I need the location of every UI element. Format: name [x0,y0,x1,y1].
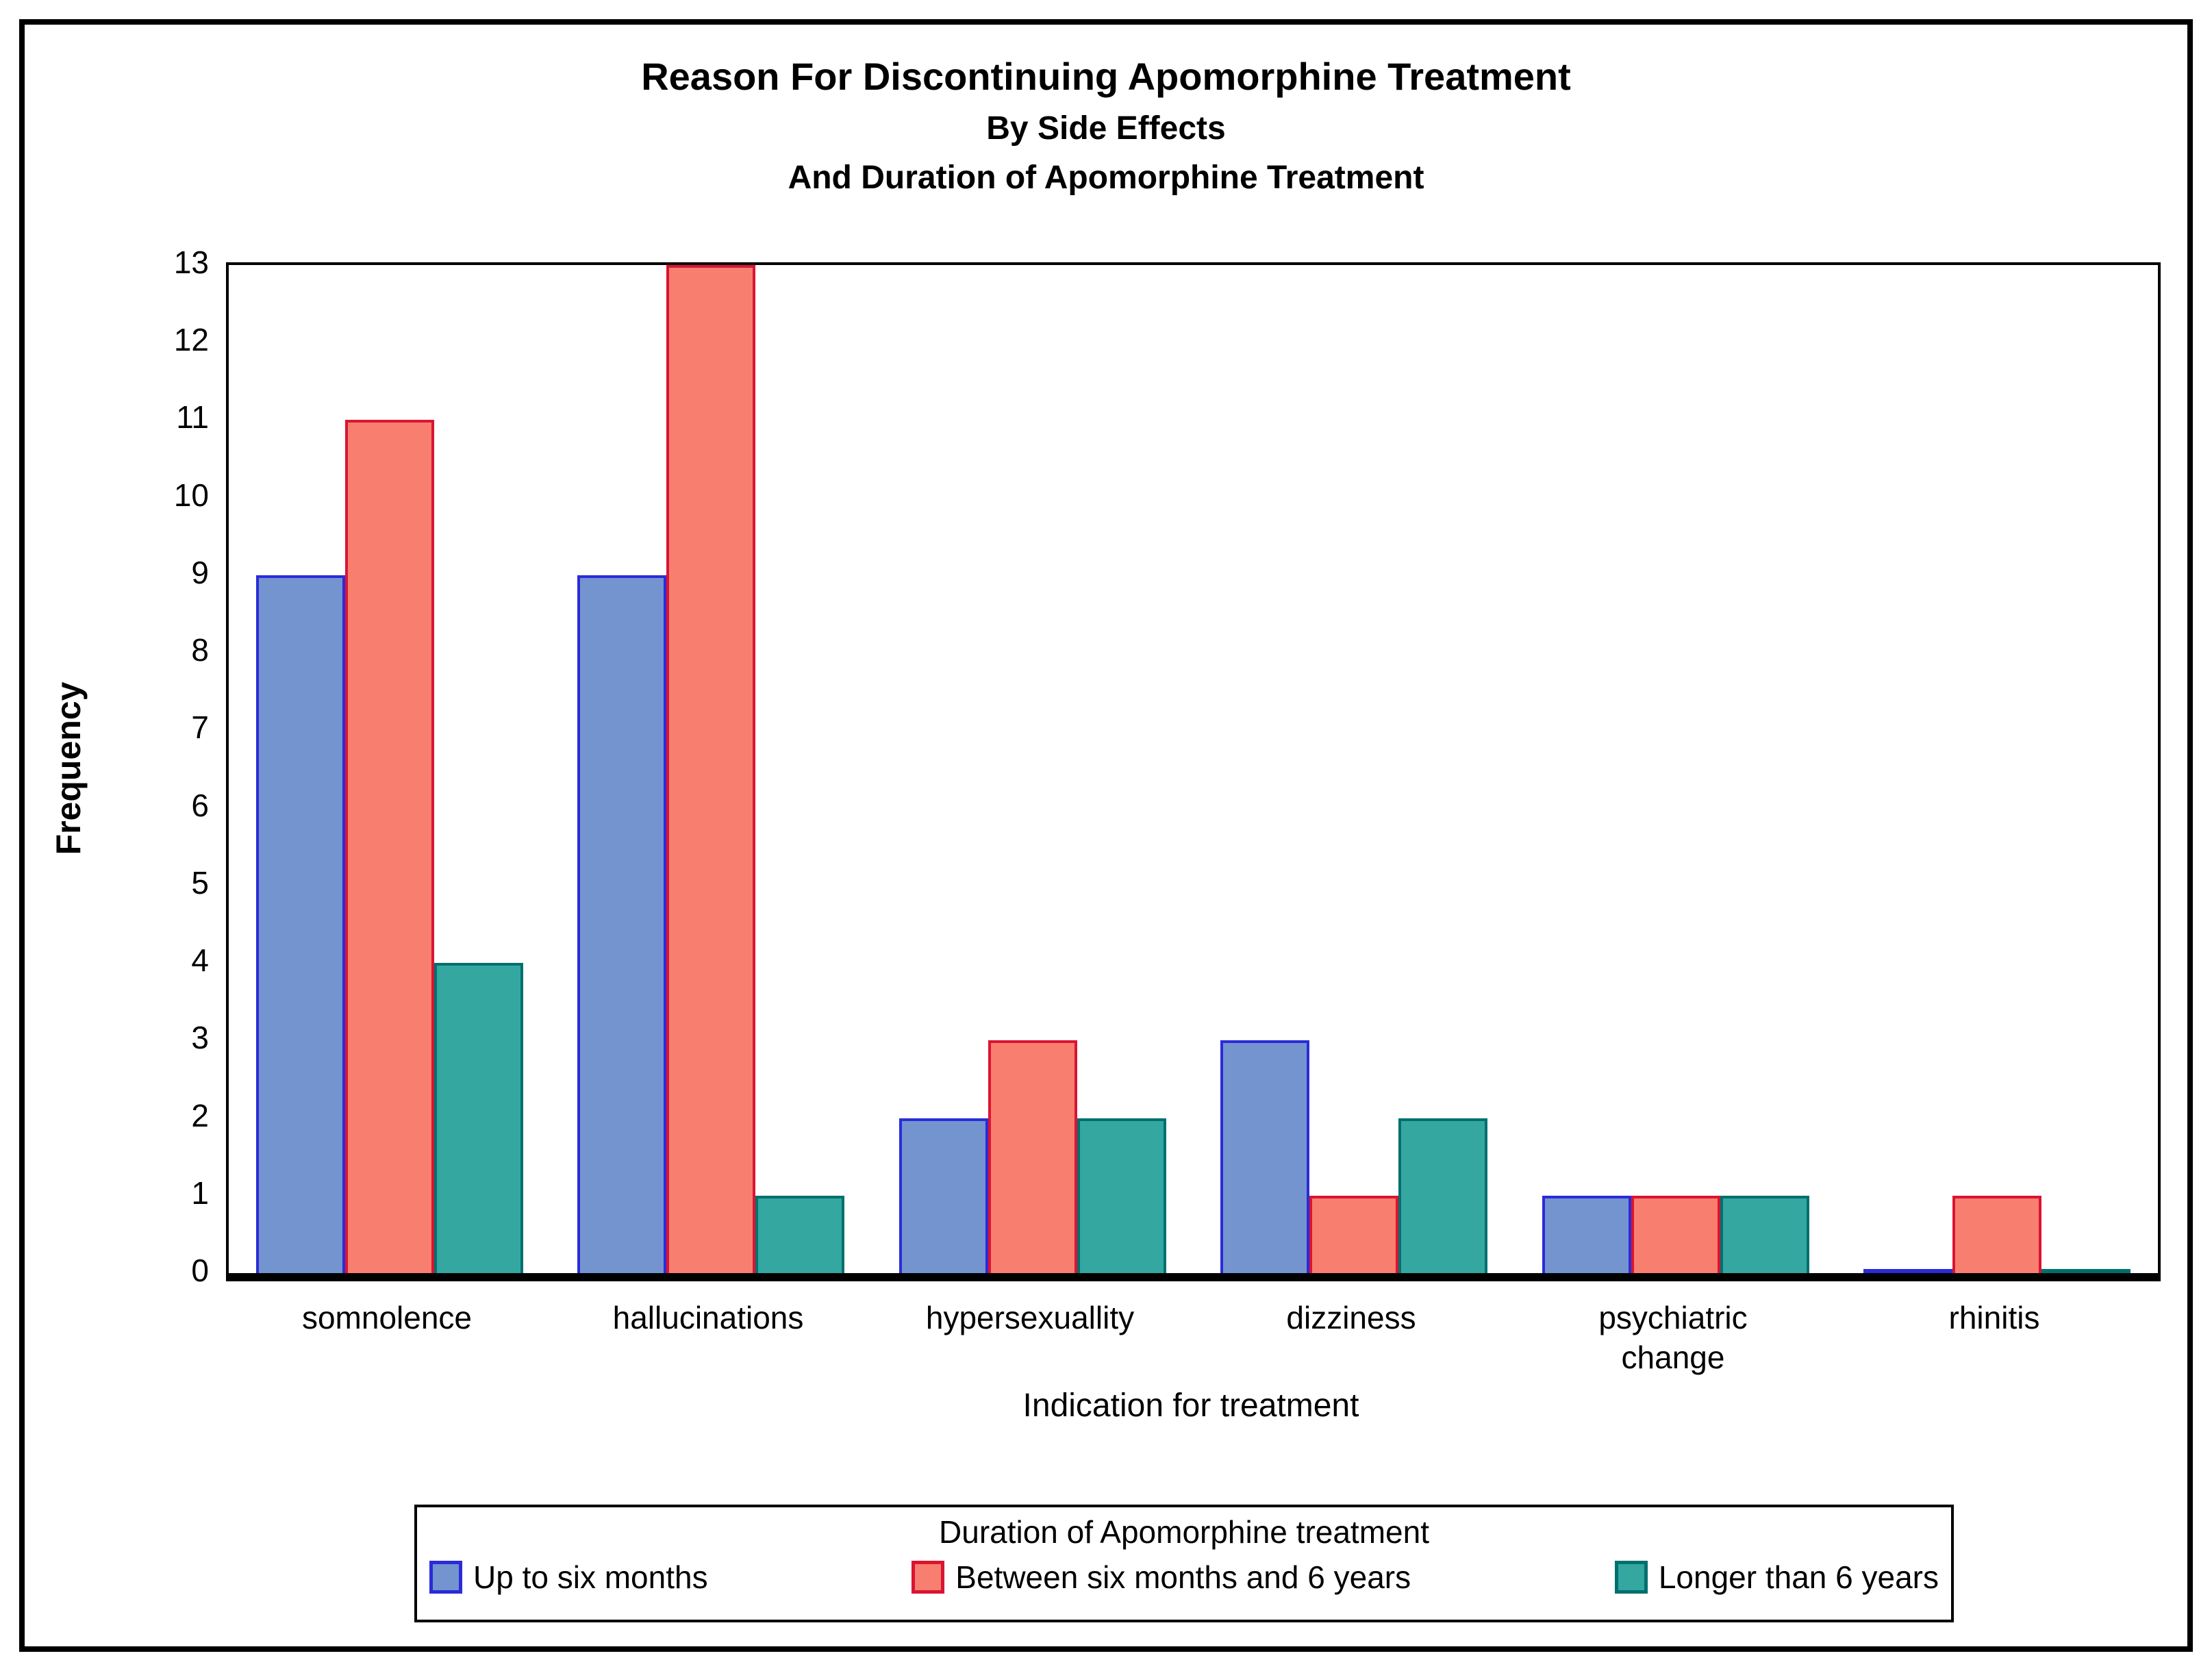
bar [1863,1269,1953,1273]
bar [255,575,345,1273]
bar [1720,1196,1809,1273]
x-axis-title: Indication for treatment [1022,1387,1359,1424]
y-tick-label: 8 [191,632,209,668]
y-tick-label: 6 [191,788,209,823]
bar [344,420,434,1273]
bar [1220,1040,1310,1273]
legend-swatch [1614,1561,1648,1594]
y-tick-label: 7 [191,709,209,745]
legend-items: Up to six months Between six months and 6… [417,1559,1951,1595]
y-tick-label: 13 [173,244,209,280]
bar [988,1040,1077,1273]
y-tick-label: 2 [191,1098,209,1133]
x-category-label: hypersexuallity [925,1300,1135,1335]
bar [1952,1196,2042,1273]
legend-item: Between six months and 6 years [912,1559,1411,1595]
chart-subtitle-2: And Duration of Apomorphine Treatment [788,160,1424,196]
legend-swatch [429,1561,462,1594]
bar [1631,1196,1720,1273]
y-axis-title: Frequency [49,681,88,855]
y-tick-label: 4 [191,942,209,978]
y-tick-label: 5 [191,865,209,901]
y-tick-label: 0 [191,1253,209,1288]
bar [898,1118,988,1273]
chart-subtitle-1: By Side Effects [986,110,1226,147]
chart-title: Reason For Discontinuing Apomorphine Tre… [641,55,1571,98]
y-tick-label: 3 [191,1020,209,1055]
bar [1398,1118,1488,1273]
legend-item: Up to six months [429,1559,708,1595]
x-category-label: psychiatric change [1598,1300,1748,1375]
bar [755,1196,845,1273]
x-category-label: rhinitis [1948,1300,2040,1335]
chart-title-block: Reason For Discontinuing Apomorphine Tre… [0,49,2212,203]
legend-swatch [912,1561,945,1594]
bar [1077,1118,1166,1273]
bar [1309,1196,1399,1273]
legend-item-label: Longer than 6 years [1658,1559,1939,1595]
x-category-label: dizziness [1286,1300,1416,1335]
x-category-label: hallucinations [612,1300,804,1335]
x-category-label: somnolence [301,1300,473,1335]
bar [577,575,667,1273]
legend-title: Duration of Apomorphine treatment [939,1514,1429,1550]
legend: Duration of Apomorphine treatment Up to … [414,1505,1954,1622]
plot-area [226,262,2161,1281]
y-tick-label: 1 [191,1175,209,1211]
bar [2041,1269,2131,1273]
bar [1542,1196,1631,1273]
bar [433,963,523,1273]
y-tick-label: 10 [173,477,209,513]
bar [666,265,756,1273]
y-tick-label: 9 [191,555,209,590]
legend-item-label: Between six months and 6 years [955,1559,1411,1595]
y-tick-label: 12 [173,322,209,357]
y-tick-label: 11 [176,399,209,435]
legend-item: Longer than 6 years [1614,1559,1939,1595]
legend-item-label: Up to six months [473,1559,708,1595]
